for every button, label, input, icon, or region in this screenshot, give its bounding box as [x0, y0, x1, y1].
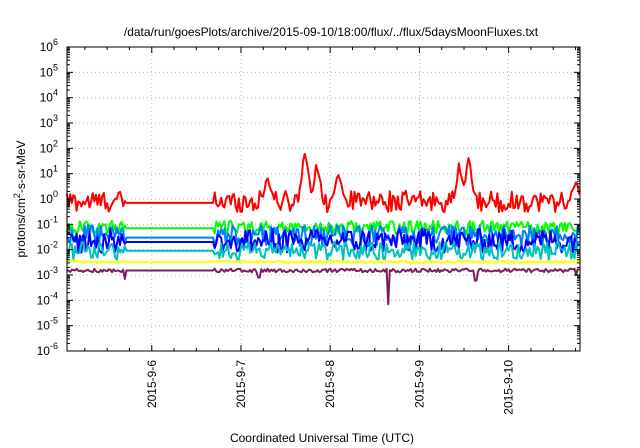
y-tick-label: 103 — [40, 113, 58, 130]
y-tick-label: 104 — [40, 88, 58, 105]
x-tick-label: 2015-9-9 — [412, 360, 426, 408]
y-tick-label: 10-2 — [37, 240, 58, 257]
chart-title: /data/run/goesPlots/archive/2015-09-10/1… — [124, 25, 539, 39]
series-line-6 — [66, 259, 581, 265]
x-tick-labels: 2015-9-6 2015-9-7 2015-9-8 2015-9-9 2015-9-1… — [145, 360, 516, 415]
y-tick-label: 106 — [40, 37, 58, 54]
y-tick-label: 10-5 — [37, 316, 58, 333]
ticks — [67, 46, 580, 352]
y-tick-label: 105 — [40, 62, 58, 79]
series-line-1 — [66, 152, 581, 214]
y-tick-label: 10-3 — [37, 265, 58, 282]
x-axis-label: Coordinated Universal Time (UTC) — [230, 431, 414, 445]
series-line-5 — [66, 240, 580, 261]
y-tick-label: 100 — [40, 189, 58, 206]
series-line-4 — [66, 228, 581, 255]
y-axis-label: protons/cm2-s-sr-MeV — [12, 140, 28, 257]
series-line-7 — [66, 267, 580, 306]
y-tick-label: 102 — [40, 138, 58, 155]
x-tick-label: 2015-9-6 — [145, 360, 159, 408]
y-tick-label: 10-1 — [37, 214, 58, 231]
series-group — [66, 152, 581, 306]
y-tick-label: 101 — [40, 164, 58, 181]
x-tick-label: 2015-9-10 — [502, 360, 516, 415]
x-tick-label: 2015-9-8 — [323, 360, 337, 408]
y-tick-label: 10-4 — [37, 290, 58, 307]
y-tick-labels: 10-6 10-5 10-4 10-3 10-2 10-1 100 101 102 103 104 1… — [37, 37, 58, 358]
y-tick-label: 10-6 — [37, 341, 58, 358]
x-tick-label: 2015-9-7 — [234, 360, 248, 408]
